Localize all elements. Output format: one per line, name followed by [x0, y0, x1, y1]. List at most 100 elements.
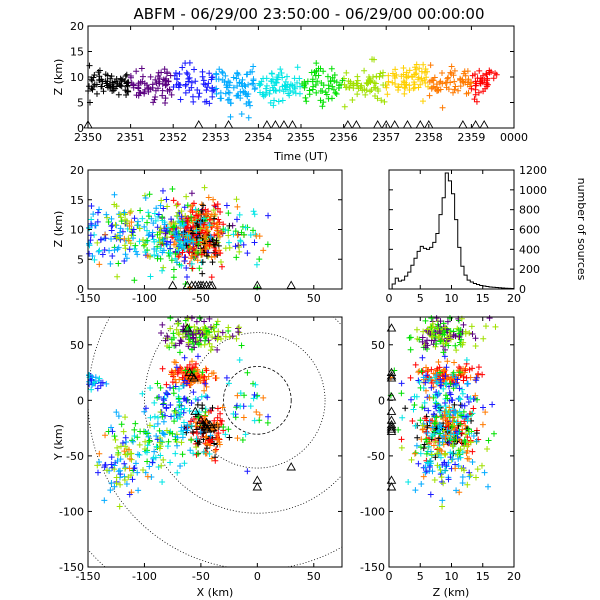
source-point: [222, 431, 229, 438]
source-point: [355, 85, 362, 92]
station-marker: [201, 417, 212, 427]
source-point: [407, 334, 414, 341]
source-point: [433, 340, 440, 347]
source-point: [411, 64, 418, 71]
source-point: [277, 66, 284, 73]
source-point: [406, 334, 413, 341]
source-point: [226, 79, 233, 86]
source-point: [223, 374, 230, 381]
source-point: [139, 73, 146, 80]
source-point: [135, 82, 142, 89]
source-point: [163, 381, 170, 388]
source-point: [409, 418, 416, 425]
source-point: [165, 78, 172, 85]
source-point: [195, 241, 202, 248]
histogram-y-tick-label: 400: [519, 243, 540, 256]
plan-view-x-tick-label: 0: [254, 570, 261, 583]
source-point: [493, 71, 500, 78]
source-point: [416, 379, 423, 386]
source-point: [241, 231, 248, 238]
source-point: [282, 86, 289, 93]
source-point: [117, 443, 124, 450]
source-point: [483, 71, 490, 78]
source-point: [482, 323, 489, 330]
source-point: [134, 451, 141, 458]
source-point: [230, 84, 237, 91]
source-point: [190, 389, 197, 396]
histogram-y-tick-label: 200: [519, 263, 540, 276]
source-point: [90, 211, 97, 218]
source-point: [181, 405, 188, 412]
source-point: [257, 89, 264, 96]
source-point: [177, 96, 184, 103]
source-point: [218, 229, 225, 236]
source-point: [413, 70, 420, 77]
source-point: [457, 421, 464, 428]
source-point: [182, 82, 189, 89]
source-point: [141, 223, 148, 230]
source-point: [156, 445, 163, 452]
source-point: [136, 441, 143, 448]
source-point: [446, 332, 453, 339]
source-point: [197, 429, 204, 436]
source-point: [238, 110, 245, 117]
source-point: [174, 442, 181, 449]
source-point: [447, 431, 454, 438]
source-point: [478, 462, 485, 469]
source-point: [132, 460, 139, 467]
source-point: [469, 72, 476, 79]
source-point: [155, 211, 162, 218]
time-height-x-tick-label: 2358: [415, 131, 443, 144]
source-point: [102, 78, 109, 85]
source-point: [208, 455, 215, 462]
source-point: [154, 85, 161, 92]
source-point: [428, 77, 435, 84]
source-point: [173, 212, 180, 219]
source-point: [185, 332, 192, 339]
source-point: [459, 341, 466, 348]
source-point: [103, 380, 110, 387]
source-point: [107, 487, 114, 494]
source-point: [198, 201, 205, 208]
source-point: [212, 457, 219, 464]
source-point: [142, 429, 149, 436]
source-point: [201, 234, 208, 241]
source-point: [102, 71, 109, 78]
source-point: [155, 463, 162, 470]
source-point: [198, 251, 205, 258]
source-point: [392, 81, 399, 88]
source-point: [188, 213, 195, 220]
source-point: [142, 405, 149, 412]
source-point: [426, 463, 433, 470]
source-point: [485, 483, 492, 490]
source-point: [428, 315, 435, 322]
station-marker: [167, 280, 178, 289]
source-point: [419, 422, 426, 429]
source-point: [154, 224, 161, 231]
source-point: [162, 337, 169, 344]
source-point: [188, 422, 195, 429]
source-point: [183, 69, 190, 76]
source-point: [159, 478, 166, 485]
source-point: [475, 370, 482, 377]
histogram-y-tick-label: 0: [519, 283, 526, 296]
source-point: [234, 203, 241, 210]
source-point: [213, 90, 220, 97]
source-point: [455, 455, 462, 462]
source-point: [94, 218, 101, 225]
source-point: [212, 447, 219, 454]
source-point: [213, 85, 220, 92]
source-point: [178, 262, 185, 269]
source-point: [172, 69, 179, 76]
source-point: [92, 222, 99, 229]
source-point: [197, 219, 204, 226]
source-point: [491, 430, 498, 437]
source-point: [171, 418, 178, 425]
source-point: [125, 446, 132, 453]
source-point: [459, 402, 466, 409]
source-point: [219, 68, 226, 75]
source-point: [136, 225, 143, 232]
source-point: [157, 202, 164, 209]
source-point: [96, 261, 103, 268]
